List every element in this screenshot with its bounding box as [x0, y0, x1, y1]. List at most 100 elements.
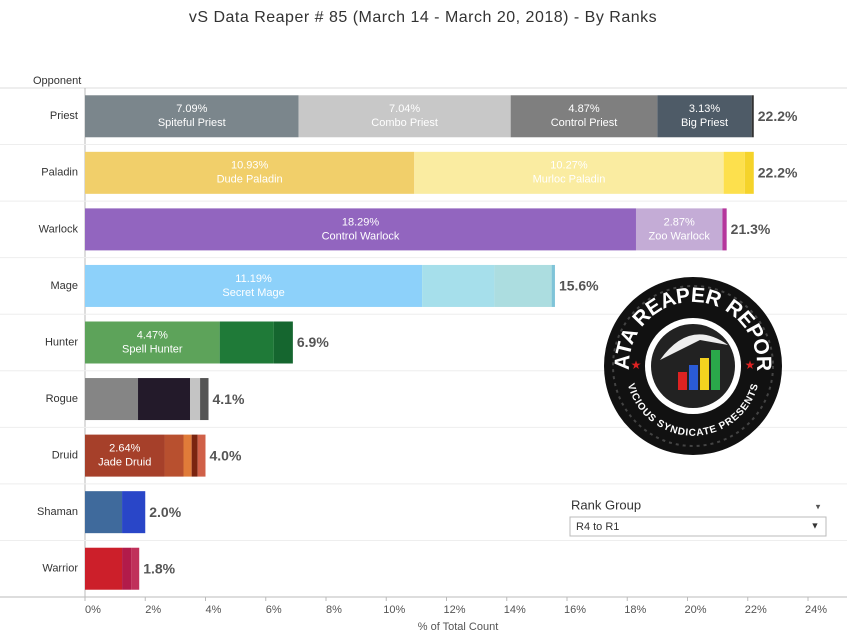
bar-segment	[298, 95, 511, 138]
row-header: Opponent	[33, 75, 81, 87]
category-label: Paladin	[41, 167, 78, 179]
segment-value: 4.87%	[568, 103, 599, 115]
x-tick-label: 16%	[564, 604, 586, 616]
x-tick-label: 14%	[504, 604, 526, 616]
chart-title: vS Data Reaper # 85 (March 14 - March 20…	[189, 9, 657, 26]
x-tick-label: 2%	[145, 604, 161, 616]
total-label: 6.9%	[297, 334, 329, 350]
segment-value: 10.93%	[231, 160, 269, 172]
filter-menu[interactable]: ▾	[816, 501, 821, 511]
bar-segment	[635, 208, 723, 251]
bar-segment	[85, 321, 220, 364]
bar-segment	[85, 547, 123, 590]
category-label: Mage	[50, 280, 78, 292]
bar-segment	[164, 434, 184, 477]
filter: Rank Group ▾ R4 to R1 ▼	[569, 497, 827, 537]
bar-segment	[122, 491, 146, 534]
logo-icon	[700, 358, 709, 390]
segment-name: Spell Hunter	[122, 343, 183, 355]
bar-segment	[197, 434, 206, 477]
segment-name: Dude Paladin	[217, 174, 283, 186]
segment-name: Control Priest	[551, 117, 618, 129]
bar-segment	[722, 208, 727, 251]
segment-value: 3.13%	[689, 103, 720, 115]
bar-segment	[122, 547, 132, 590]
segment-name: Spiteful Priest	[158, 117, 226, 129]
segment-name: Zoo Warlock	[649, 230, 711, 242]
total-label: 1.8%	[143, 560, 175, 576]
bar-segment	[191, 434, 198, 477]
segment-name: Combo Priest	[371, 117, 438, 129]
category-label: Rogue	[46, 393, 78, 405]
segment-value: 7.09%	[176, 103, 207, 115]
bar-segment	[85, 95, 299, 138]
segment-name: Secret Mage	[222, 287, 284, 299]
bar-segment	[183, 434, 192, 477]
segment-value: 7.04%	[389, 103, 420, 115]
segment-name: Murloc Paladin	[533, 174, 606, 186]
bar-segment	[85, 491, 123, 534]
bar-segment	[657, 95, 752, 138]
x-tick-label: 22%	[745, 604, 767, 616]
bar-segment	[200, 378, 209, 421]
bar-segment	[414, 151, 724, 194]
x-tick-label: 0%	[85, 604, 101, 616]
logo-icon	[689, 365, 698, 390]
segment-name: Control Warlock	[322, 230, 400, 242]
bar-segment	[551, 264, 555, 307]
bar-segment	[219, 321, 274, 364]
total-label: 4.0%	[210, 447, 242, 463]
total-label: 4.1%	[213, 391, 245, 407]
logo-icon	[711, 350, 720, 390]
bar-segment	[138, 378, 191, 421]
bar-segment	[273, 321, 293, 364]
category-label: Druid	[52, 450, 78, 462]
x-axis-title: % of Total Count	[418, 621, 499, 633]
x-tick-label: 12%	[443, 604, 465, 616]
logo-icon	[678, 372, 687, 390]
total-label: 21.3%	[731, 221, 771, 237]
bar-segment	[422, 264, 495, 307]
logo-icon	[660, 334, 728, 360]
bar-segment	[85, 264, 423, 307]
category-label: Warrior	[42, 563, 78, 575]
total-label: 2.0%	[149, 504, 181, 520]
logo-star: ★	[631, 358, 642, 372]
filter-dropdown[interactable]	[569, 516, 827, 537]
total-label: 22.2%	[758, 108, 798, 124]
segment-value: 2.87%	[664, 216, 695, 228]
bar-segment	[744, 151, 754, 194]
category-label: Warlock	[39, 223, 79, 235]
segment-value: 18.29%	[342, 216, 380, 228]
bar-segment	[494, 264, 552, 307]
filter-arrow: ▼	[811, 520, 820, 530]
x-tick-label: 18%	[624, 604, 646, 616]
x-tick-label: 20%	[684, 604, 706, 616]
segment-value: 4.47%	[137, 329, 168, 341]
x-tick-label: 10%	[383, 604, 405, 616]
bar-segment	[85, 434, 165, 477]
bar-segment	[723, 151, 745, 194]
x-tick-label: 4%	[206, 604, 222, 616]
filter-label: Rank Group	[571, 497, 641, 512]
bar-segment	[190, 378, 201, 421]
x-tick-label: 6%	[266, 604, 282, 616]
x-tick-label: 24%	[805, 604, 827, 616]
category-label: Hunter	[45, 336, 78, 348]
bar-segment	[85, 151, 415, 194]
bar-segment	[85, 378, 139, 421]
segment-value: 11.19%	[235, 273, 272, 285]
bar-segment	[751, 95, 754, 138]
segment-value: 10.27%	[550, 160, 588, 172]
category-label: Priest	[50, 110, 78, 122]
bar-segment	[510, 95, 658, 138]
filter-selected: R4 to R1	[576, 521, 619, 533]
x-tick-label: 8%	[326, 604, 342, 616]
bar-segment	[131, 547, 140, 590]
bar-segment	[85, 208, 636, 251]
category-label: Shaman	[37, 506, 78, 518]
logo-star: ★	[745, 358, 756, 372]
segment-name: Jade Druid	[98, 457, 151, 469]
total-label: 15.6%	[559, 278, 599, 294]
